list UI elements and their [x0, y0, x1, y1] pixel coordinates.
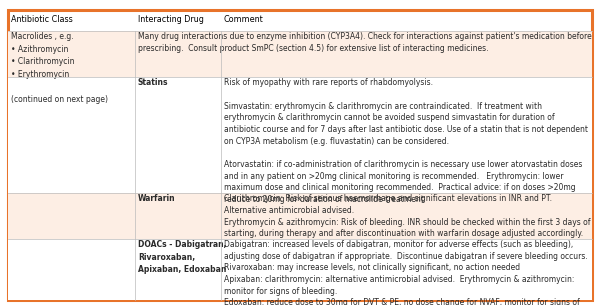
Bar: [8, 77, 592, 193]
Text: Antibiotic Class: Antibiotic Class: [11, 15, 73, 23]
Text: Comment: Comment: [224, 15, 263, 23]
Text: Dabigatran: increased levels of dabigatran, monitor for adverse effects (such as: Dabigatran: increased levels of dabigatr…: [224, 240, 587, 305]
Text: Many drug interactions due to enzyme inhibition (CYP3A4). Check for interactions: Many drug interactions due to enzyme inh…: [138, 32, 592, 53]
Bar: [8, 30, 592, 77]
Bar: [8, 239, 592, 300]
Text: Clarithromycin: Risk of serious haemorrhage and significant elevations in INR an: Clarithromycin: Risk of serious haemorrh…: [224, 194, 590, 238]
Text: DOACs - Dabigatran,
Rivaroxaban,
Apixaban, Edoxaban: DOACs - Dabigatran, Rivaroxaban, Apixaba…: [138, 240, 227, 274]
Text: Interacting Drug: Interacting Drug: [138, 15, 204, 23]
Text: Risk of myopathy with rare reports of rhabdomyolysis.

Simvastatin: erythromycin: Risk of myopathy with rare reports of rh…: [224, 78, 588, 204]
Text: Statins: Statins: [138, 78, 169, 88]
FancyBboxPatch shape: [8, 10, 592, 300]
Bar: [8, 193, 592, 239]
Text: Warfarin: Warfarin: [138, 194, 176, 203]
Text: Macrolides , e.g.
• Azithromycin
• Clarithromycin
• Erythromycin

(continued on : Macrolides , e.g. • Azithromycin • Clari…: [11, 32, 108, 103]
